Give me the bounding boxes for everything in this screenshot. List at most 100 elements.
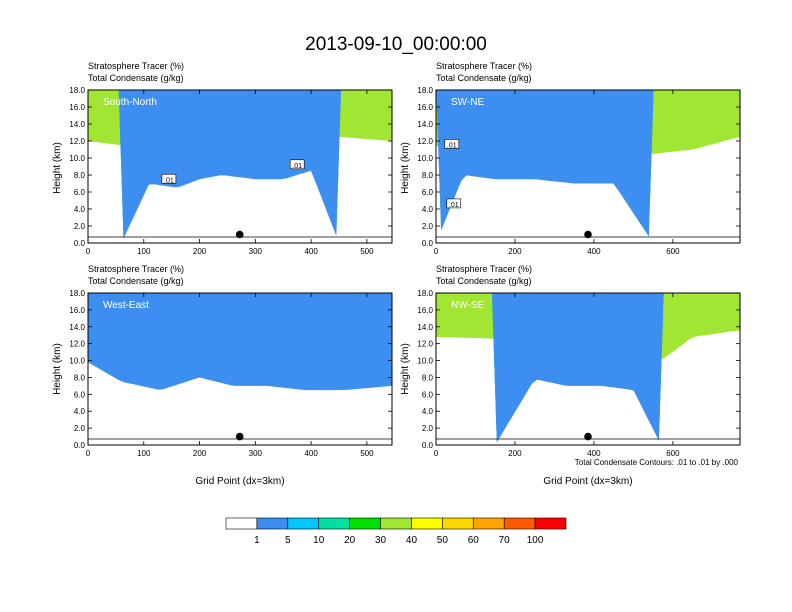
colorbar-box xyxy=(349,517,381,530)
panel-var-label-condensate: Total Condensate (g/kg) xyxy=(436,73,532,83)
x-tick-label: 100 xyxy=(137,247,151,256)
y-tick-label: 18.0 xyxy=(417,289,433,298)
panel-ylabel: Height (km) xyxy=(52,142,63,194)
y-tick-label: 16.0 xyxy=(69,103,85,112)
tracer-field xyxy=(88,90,392,243)
contour-label-box xyxy=(444,139,460,149)
panel-ylabel: Height (km) xyxy=(52,343,63,395)
colorbar-label: 30 xyxy=(375,535,387,546)
colorbar-box xyxy=(287,517,320,530)
y-tick-label: 8.0 xyxy=(422,373,434,382)
colorbar-box xyxy=(225,517,258,530)
colorbar-box xyxy=(534,517,567,530)
x-tick-label: 200 xyxy=(193,449,207,458)
y-tick-label: 4.0 xyxy=(74,407,86,416)
y-tick-label: 4.0 xyxy=(422,205,434,214)
x-tick-label: 0 xyxy=(434,449,439,458)
x-tick-label: 400 xyxy=(587,247,601,256)
colorbar-label: 40 xyxy=(406,535,418,546)
y-tick-label: 2.0 xyxy=(422,424,434,433)
y-tick-label: 6.0 xyxy=(74,188,86,197)
y-tick-label: 12.0 xyxy=(417,137,433,146)
panel-direction-label: West-East xyxy=(103,300,149,311)
panel-sw-ne: Stratosphere Tracer (%) Total Condensate… xyxy=(400,61,741,256)
y-tick-label: 6.0 xyxy=(422,390,434,399)
x-tick-label: 200 xyxy=(193,247,207,256)
panel-var-label-tracer: Stratosphere Tracer (%) xyxy=(436,61,532,71)
tracer-band-7 xyxy=(88,293,392,391)
y-tick-label: 16.0 xyxy=(417,306,433,315)
panel-var-label-tracer: Stratosphere Tracer (%) xyxy=(88,264,184,274)
panel-direction-label: SW-NE xyxy=(451,97,484,108)
y-tick-label: 12.0 xyxy=(69,340,85,349)
panel-direction-label: South-North xyxy=(103,97,157,108)
panel-nw-se: Stratosphere Tracer (%) Total Condensate… xyxy=(400,264,741,487)
panel-direction-label: NW-SE xyxy=(451,300,484,311)
x-tick-label: 300 xyxy=(249,449,263,458)
location-marker xyxy=(584,230,592,239)
y-tick-label: 2.0 xyxy=(74,424,86,433)
contour-label-box xyxy=(289,159,305,170)
y-tick-label: 0.0 xyxy=(422,441,434,450)
contour-label-box xyxy=(446,198,462,209)
y-tick-label: 18.0 xyxy=(69,289,85,298)
location-marker xyxy=(235,432,244,441)
plot-frame xyxy=(435,292,741,446)
x-tick-label: 400 xyxy=(304,247,318,256)
colorbar-label: 5 xyxy=(285,535,291,546)
y-tick-label: 0.0 xyxy=(422,239,434,248)
panel-ylabel: Height (km) xyxy=(400,142,411,194)
contour-note: Total Condensate Contours: .01 to .01 by… xyxy=(575,458,739,467)
panel-var-label-tracer: Stratosphere Tracer (%) xyxy=(88,61,184,71)
colorbar: 1 5 10 20 30 40 50 60 70 100 xyxy=(225,517,567,546)
figure-title: 2013-09-10_00:00:00 xyxy=(305,34,487,55)
colorbar-box xyxy=(256,517,289,530)
location-marker xyxy=(235,230,244,239)
contour-label: .01 xyxy=(292,163,302,170)
contour-label: .01 xyxy=(447,142,457,149)
panel-xlabel: Grid Point (dx=3km) xyxy=(195,476,284,487)
contour-label: .01 xyxy=(164,177,174,184)
x-tick-label: 600 xyxy=(666,449,680,458)
x-tick-label: 0 xyxy=(434,247,439,256)
y-tick-label: 16.0 xyxy=(69,306,85,315)
y-tick-label: 16.0 xyxy=(417,103,433,112)
panel-var-label-condensate: Total Condensate (g/kg) xyxy=(88,276,184,286)
colorbar-box xyxy=(442,517,474,530)
y-tick-label: 10.0 xyxy=(69,357,85,366)
contour-label: .01 xyxy=(449,202,459,209)
y-tick-label: 8.0 xyxy=(422,171,434,180)
colorbar-label: 50 xyxy=(437,535,449,546)
x-tick-label: 200 xyxy=(508,449,522,458)
colorbar-label: 70 xyxy=(499,535,511,546)
panel-var-label-condensate: Total Condensate (g/kg) xyxy=(436,276,532,286)
x-tick-label: 600 xyxy=(666,247,680,256)
y-tick-label: 14.0 xyxy=(69,120,85,129)
y-tick-label: 14.0 xyxy=(69,323,85,332)
colorbar-box xyxy=(380,517,412,530)
contour-label-box xyxy=(161,173,177,184)
y-tick-label: 14.0 xyxy=(417,120,433,129)
y-tick-label: 4.0 xyxy=(74,205,86,214)
y-tick-label: 2.0 xyxy=(74,222,86,231)
location-marker xyxy=(584,432,592,441)
x-tick-label: 400 xyxy=(587,449,601,458)
y-tick-label: 8.0 xyxy=(74,171,86,180)
plot-frame xyxy=(435,89,741,244)
plot-frame xyxy=(87,292,393,446)
y-tick-label: 6.0 xyxy=(74,390,86,399)
y-tick-label: 4.0 xyxy=(422,407,434,416)
y-tick-label: 12.0 xyxy=(69,137,85,146)
x-tick-label: 200 xyxy=(508,247,522,256)
colorbar-label: 20 xyxy=(344,535,356,546)
colorbar-label: 10 xyxy=(313,535,325,546)
y-tick-label: 18.0 xyxy=(69,86,85,95)
y-tick-label: 8.0 xyxy=(74,373,86,382)
x-tick-label: 400 xyxy=(304,449,318,458)
colorbar-label: 1 xyxy=(254,535,260,546)
colorbar-label: 60 xyxy=(468,535,480,546)
colorbar-box xyxy=(318,517,350,530)
x-tick-label: 300 xyxy=(249,247,263,256)
